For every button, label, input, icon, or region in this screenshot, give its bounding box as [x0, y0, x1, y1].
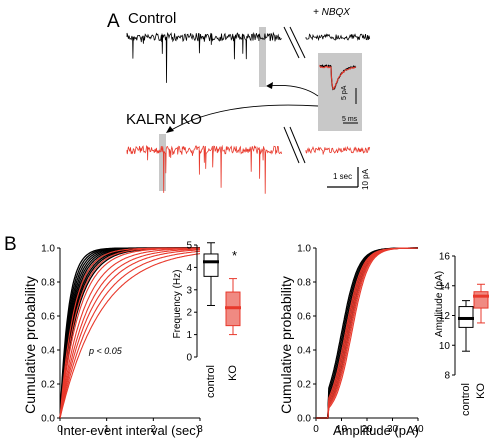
ko-label: KALRN KO	[126, 111, 202, 128]
ko-cdf-line	[316, 247, 418, 419]
x-tick-label: 40	[412, 424, 424, 435]
ko-nbqx-trace	[305, 145, 371, 155]
arrow-head-control	[266, 82, 273, 89]
interval-cdf-xlabel: Inter-event interval (sec)	[60, 423, 200, 438]
y-tick-label: 0.4	[297, 346, 311, 357]
frequency-ylabel: Frequency (Hz)	[172, 270, 183, 339]
ko-cdf-line	[59, 248, 200, 419]
arrow-to-ko	[167, 104, 319, 133]
ko-cdf-line	[59, 247, 200, 419]
p-value-label: p < 0.05	[88, 346, 123, 356]
ko-cdf-line	[59, 247, 200, 419]
frequency-boxplot: 0 1 2 3 4 5 control KO	[186, 241, 241, 398]
scale-y-label: 10 pA	[361, 168, 370, 190]
y-tick-label: 1.0	[41, 244, 55, 255]
box-y-tick-label: 0	[186, 353, 192, 364]
amplitude-box-ylabel: Amplitude (pA)	[434, 271, 445, 337]
significance-star: *	[232, 248, 237, 263]
box-y-tick-label: 1	[186, 330, 192, 341]
ko-cdf-line	[316, 247, 418, 419]
box-category-label: control	[460, 383, 472, 416]
inset-scale-y-label: 5 pA	[341, 85, 348, 100]
x-tick-label: 2	[151, 424, 157, 435]
amplitude-cdf-xlabel: Amplitude (pA)	[333, 423, 419, 438]
ko-average-event	[319, 64, 356, 90]
box-y-tick-label: 5	[186, 241, 192, 252]
amplitude-cdf-plot: 0.0 0.2 0.4 0.6 0.8 1.0 0 10 20 30 40	[297, 244, 424, 436]
x-tick-label: 0	[57, 424, 63, 435]
box-y-tick-label: 10	[439, 341, 451, 352]
y-tick-label: 0.8	[41, 278, 55, 289]
control-trace	[126, 31, 282, 83]
control-nbqx-trace	[305, 33, 371, 42]
box-y-tick-label: 14	[439, 281, 451, 292]
y-tick-label: 1.0	[297, 244, 311, 255]
arrow-from-control	[267, 85, 319, 97]
nbqx-label: + NBQX	[313, 7, 350, 18]
box-category-label: control	[205, 365, 217, 398]
scale-x-label: 1 sec	[333, 172, 352, 181]
x-tick-label: 30	[387, 424, 399, 435]
x-tick-label: 1	[104, 424, 110, 435]
y-tick-label: 0.6	[41, 312, 55, 323]
x-tick-label: 10	[336, 424, 348, 435]
inset-scale-x-label: 5 ms	[342, 116, 358, 123]
panel-a-letter: A	[107, 11, 120, 32]
ko-highlight-box	[159, 134, 166, 191]
interval-cdf-ylabel: Cumulative probability	[22, 276, 38, 414]
event-inset-traces	[319, 64, 357, 91]
y-tick-label: 0.0	[41, 414, 55, 425]
x-tick-label: 0	[313, 424, 319, 435]
box-y-tick-label: 3	[186, 285, 192, 296]
box-category-label: KO	[475, 383, 487, 399]
control-label: Control	[128, 10, 176, 27]
x-tick-label: 20	[361, 424, 373, 435]
x-tick-label: 3	[197, 424, 203, 435]
amplitude-boxplot: 8 10 12 14 16 control KO	[439, 252, 489, 416]
y-tick-label: 0.0	[297, 414, 311, 425]
ko-cdf-line	[59, 249, 201, 419]
ko-trace	[126, 144, 283, 194]
arrow-head-ko	[166, 126, 174, 133]
ko-box	[473, 291, 489, 309]
ko-cdf-line	[59, 250, 201, 419]
y-tick-label: 0.2	[41, 380, 55, 391]
control-highlight-box	[259, 27, 266, 87]
amplitude-cdf-ylabel: Cumulative probability	[278, 276, 294, 414]
box-y-tick-label: 8	[444, 371, 450, 382]
trace-break-marks	[283, 26, 306, 164]
box-y-tick-label: 16	[439, 252, 451, 263]
box-y-tick-label: 12	[439, 311, 451, 322]
panel-b-letter: B	[4, 234, 17, 255]
y-tick-label: 0.8	[297, 278, 311, 289]
y-tick-label: 0.6	[297, 312, 311, 323]
ko-cdf-line	[59, 253, 201, 419]
box-category-label: KO	[227, 365, 239, 381]
box-y-tick-label: 2	[186, 308, 192, 319]
interval-cdf-plot: 0.0 0.2 0.4 0.6 0.8 1.0 0 1 2 3	[41, 244, 203, 436]
box-y-tick-label: 4	[186, 263, 192, 274]
y-tick-label: 0.4	[41, 346, 55, 357]
control-box	[203, 253, 219, 277]
y-tick-label: 0.2	[297, 380, 311, 391]
